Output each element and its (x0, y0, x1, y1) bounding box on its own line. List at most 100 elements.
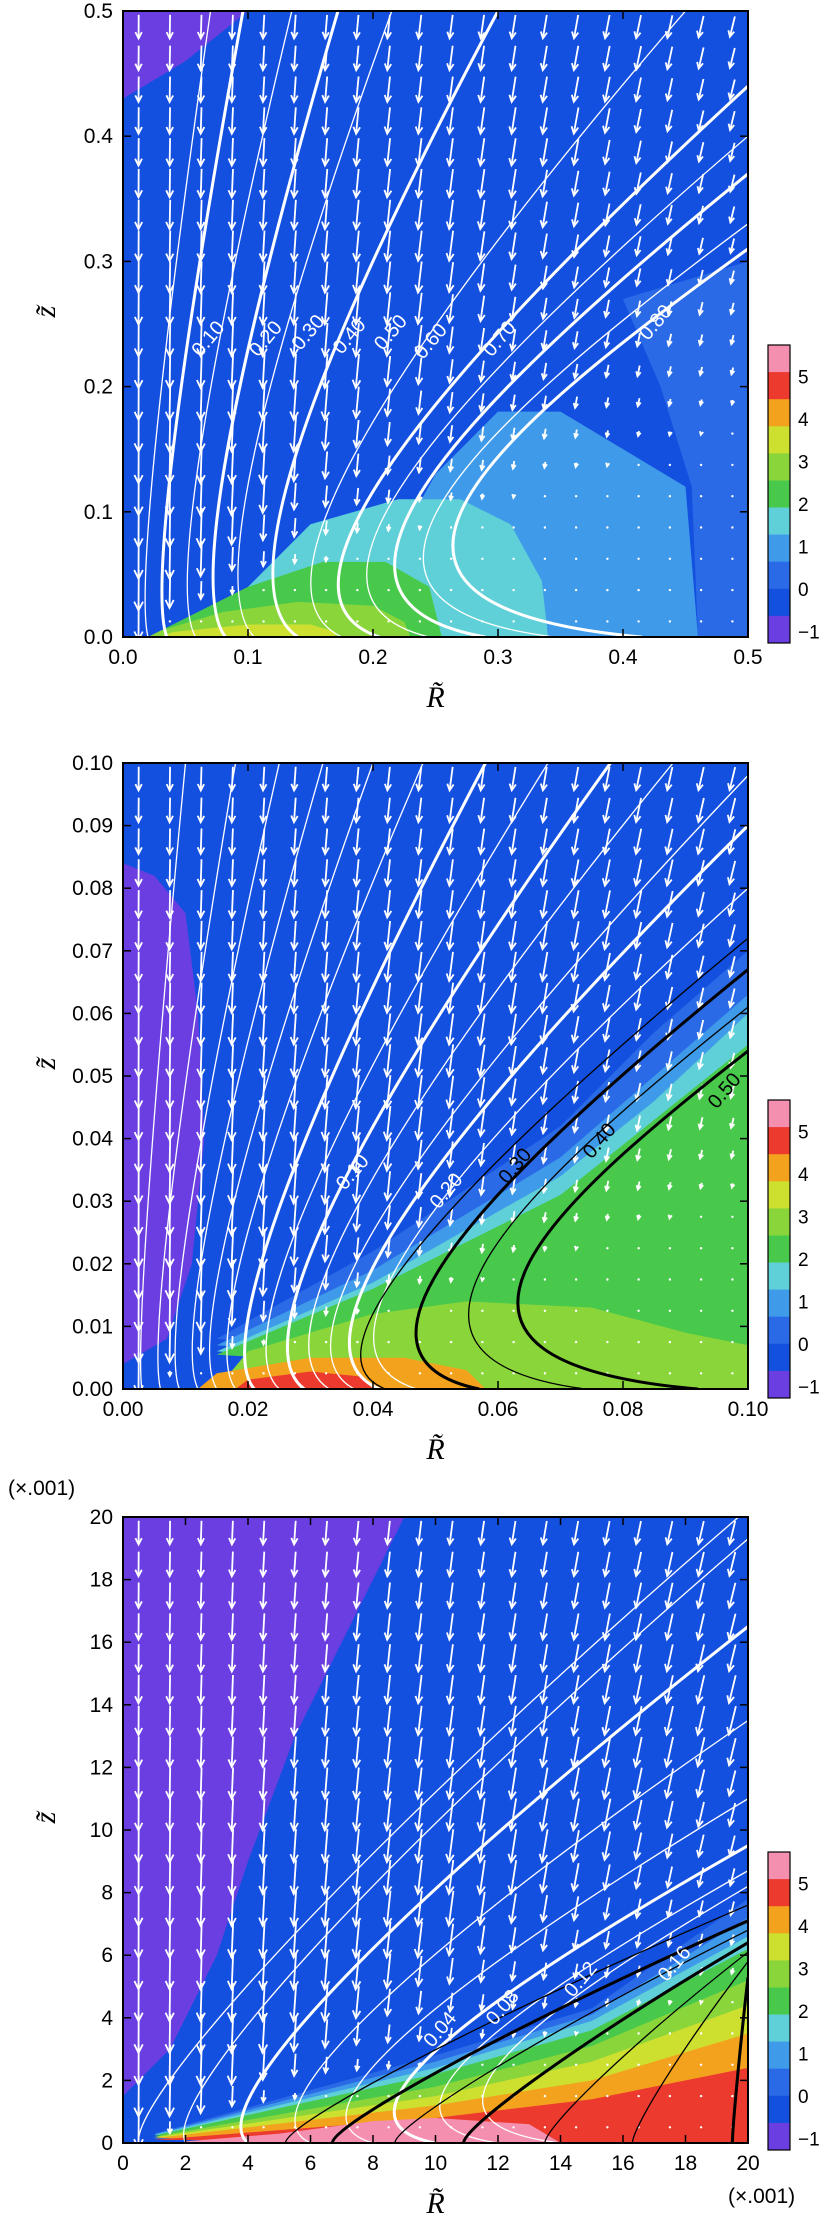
flow-arrow (134, 76, 143, 105)
flow-arrow (290, 890, 299, 920)
flow-dot (512, 526, 515, 529)
flow-arrow (480, 1276, 486, 1283)
y-tick-label: 20 (90, 1506, 113, 1529)
flow-arrow (351, 1168, 362, 1205)
flow-arrow (134, 107, 143, 136)
flow-arrow (290, 482, 299, 512)
flow-arrow (320, 1105, 331, 1143)
flow-arrow (383, 1674, 393, 1706)
colorbar-tick-label: 1 (798, 2045, 809, 2066)
flow-arrow (195, 507, 206, 549)
flow-arrow (445, 138, 455, 168)
flow-arrow (352, 386, 362, 420)
flow-arrow (321, 199, 330, 232)
flow-arrow (352, 419, 361, 450)
y-tick-label: 10 (90, 1819, 113, 1842)
colorbar-band (768, 1343, 790, 1372)
flow-arrow (289, 1736, 299, 1769)
flow-dot (418, 2126, 422, 2129)
flow-arrow (352, 45, 361, 73)
colorbar-tick-label: 5 (798, 1122, 809, 1143)
flow-arrow (259, 1613, 268, 1642)
flow-arrow (383, 1798, 393, 1833)
flow-dot (574, 557, 578, 560)
flow-arrow (695, 766, 705, 793)
flow-arrow (289, 951, 299, 984)
flow-arrow (445, 1890, 455, 1928)
flow-dot (231, 620, 234, 623)
flow-arrow (603, 364, 611, 380)
flow-arrow (321, 485, 330, 509)
flow-arrow (352, 1582, 361, 1611)
flow-arrow (320, 1736, 330, 1769)
flow-arrow (509, 1961, 517, 1983)
flow-arrow (509, 394, 517, 412)
flow-dot (637, 2032, 640, 2035)
flow-arrow (165, 859, 174, 888)
flow-arrow (195, 1259, 206, 1301)
flow-arrow (415, 766, 424, 793)
y-axis-label: z̃ (29, 1056, 62, 1070)
flow-dot (699, 2094, 703, 2098)
flow-arrow (352, 766, 361, 793)
flow-arrow (352, 76, 361, 105)
flow-arrow (352, 1644, 361, 1674)
flow-arrow (165, 1674, 175, 1706)
flow-arrow (227, 510, 237, 547)
flow-arrow (320, 384, 331, 422)
colorbar-tick-label: 0 (798, 1335, 809, 1356)
flow-dot (387, 557, 390, 560)
flow-arrow (572, 331, 579, 350)
flow-arrow (258, 1644, 268, 1674)
flow-arrow (727, 16, 736, 39)
flow-arrow (699, 1999, 704, 2006)
flow-arrow (321, 920, 330, 952)
flow-arrow (289, 323, 299, 359)
flow-arrow (446, 359, 455, 385)
flow-arrow (477, 859, 486, 888)
streamline-6 (310, 11, 686, 637)
flow-arrow (696, 1051, 704, 1071)
flow-arrow (665, 1083, 673, 1102)
flow-arrow (730, 399, 736, 407)
flow-arrow (540, 1112, 548, 1136)
flow-dot (699, 1372, 703, 1375)
flow-arrow (165, 1520, 174, 1547)
flow-arrow (196, 828, 206, 856)
flow-arrow (258, 1705, 268, 1738)
flow-dot (731, 2032, 734, 2035)
flow-arrow (383, 168, 393, 200)
flow-arrow (322, 1270, 330, 1291)
flow-dot (356, 557, 359, 560)
flow-arrow (604, 1180, 611, 1193)
flow-arrow (477, 360, 486, 384)
colorbar-band (768, 1100, 790, 1128)
flow-arrow (195, 477, 206, 518)
flow-dot (512, 1340, 515, 1344)
flow-arrow (477, 766, 486, 793)
flow-arrow (634, 236, 642, 258)
contour-line-4 (544, 1951, 748, 2143)
flow-arrow (321, 1551, 330, 1579)
flow-arrow (635, 398, 642, 409)
flow-arrow (290, 828, 299, 856)
flow-arrow (695, 1675, 706, 1705)
flow-arrow (258, 1829, 268, 1865)
colorbar-tick-label: −1 (798, 2130, 820, 2151)
flow-arrow (729, 1150, 736, 1160)
flow-arrow (538, 1829, 549, 1864)
flow-arrow (195, 446, 206, 486)
flow-arrow (415, 390, 424, 416)
flow-arrow (413, 1921, 424, 1960)
flow-arrow (290, 859, 299, 888)
flow-arrow (321, 1234, 330, 1264)
flow-dot (356, 2094, 359, 2098)
flow-arrow (226, 2044, 237, 2087)
flow-arrow (476, 1705, 486, 1737)
flow-arrow (571, 1520, 580, 1547)
flow-arrow (602, 797, 611, 824)
flow-arrow (570, 921, 580, 952)
flow-arrow (696, 141, 705, 164)
flow-arrow (195, 1921, 206, 1960)
flow-arrow (477, 138, 486, 168)
